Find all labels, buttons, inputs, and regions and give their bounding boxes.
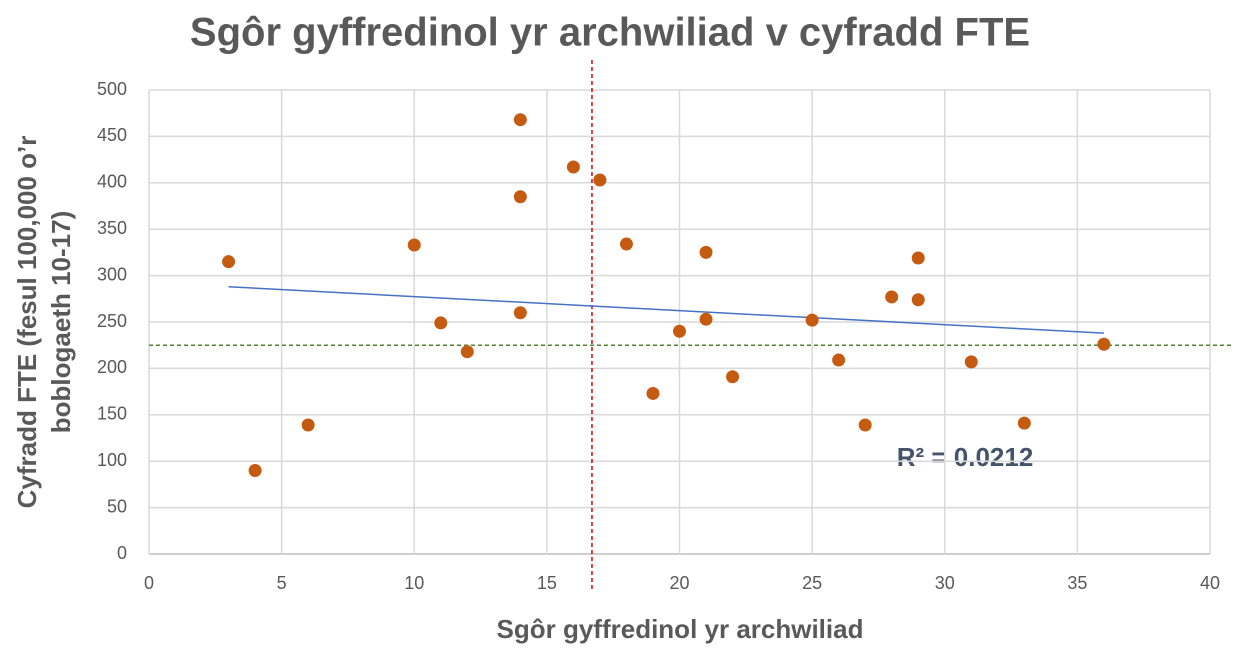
x-tick-label: 30	[935, 573, 955, 593]
y-tick-label: 450	[97, 125, 127, 145]
data-point	[911, 251, 925, 265]
data-point	[513, 306, 527, 320]
y-axis-label-line: boblogaeth 10-17)	[46, 211, 76, 433]
y-tick-label: 350	[97, 218, 127, 238]
data-point	[1097, 337, 1111, 351]
data-point	[301, 418, 315, 432]
data-point	[513, 190, 527, 204]
data-point	[726, 370, 740, 384]
y-tick-label: 150	[97, 404, 127, 424]
data-point	[885, 290, 899, 304]
data-point	[646, 386, 660, 400]
data-point	[1017, 416, 1031, 430]
data-point	[699, 245, 713, 259]
trendline	[228, 285, 1104, 334]
data-point	[964, 355, 978, 369]
x-tick-label: 15	[537, 573, 557, 593]
r-squared: R² = 0.0212	[897, 442, 1034, 472]
x-tick-label: 10	[404, 573, 424, 593]
y-tick-label: 250	[97, 311, 127, 331]
y-tick-label: 100	[97, 450, 127, 470]
x-tick-label: 0	[144, 573, 154, 593]
x-tick-label: 25	[802, 573, 822, 593]
data-point	[858, 418, 872, 432]
x-tick-label: 35	[1067, 573, 1087, 593]
data-point	[222, 255, 236, 269]
y-tick-label: 200	[97, 357, 127, 377]
data-point	[673, 324, 686, 338]
x-tick-label: 20	[669, 573, 689, 593]
data-point	[434, 316, 448, 330]
data-point	[566, 160, 580, 174]
data-point	[832, 353, 846, 367]
data-point	[699, 312, 713, 326]
y-tick-label: 0	[117, 543, 127, 563]
data-point	[593, 173, 607, 187]
y-axis-label: Cyfradd FTE (fesul 100,000 o’r boblogaet…	[12, 136, 76, 509]
y-tick-label: 500	[97, 79, 127, 99]
data-point	[911, 293, 925, 307]
data-point	[248, 463, 262, 477]
data-point	[619, 237, 633, 251]
data-point	[805, 313, 819, 327]
y-tick-label: 400	[97, 172, 127, 192]
x-tick-label: 5	[277, 573, 287, 593]
y-axis-label-line: Cyfradd FTE (fesul 100,000 o’r	[12, 136, 42, 509]
data-point	[407, 238, 421, 252]
x-axis-label: Sgôr gyffredinol yr archwiliad	[497, 614, 864, 644]
x-tick-label: 40	[1200, 573, 1220, 593]
y-tick-label: 50	[107, 496, 127, 516]
chart-title: Sgôr gyffredinol yr archwiliad v cyfradd…	[190, 11, 1030, 55]
data-point	[513, 113, 527, 127]
y-tick-label: 300	[97, 264, 127, 284]
data-point	[460, 345, 474, 359]
